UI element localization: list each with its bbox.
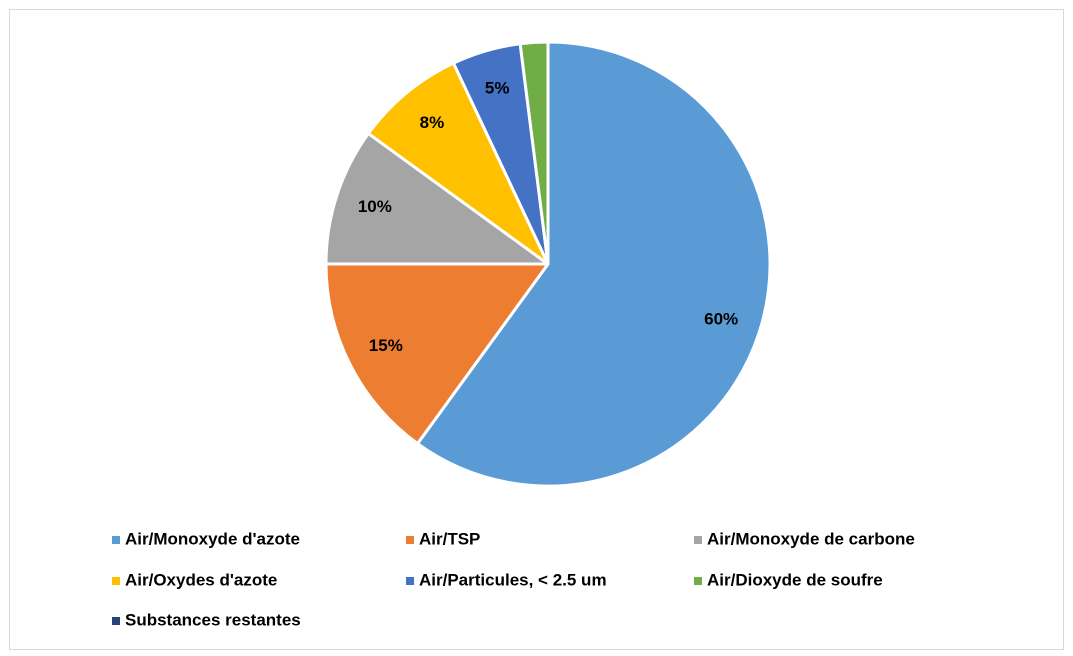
legend-swatch [112,617,120,625]
data-label: 60% [704,310,738,329]
legend-label: Air/Oxydes d'azote [125,570,277,589]
legend-label: Air/TSP [419,529,480,548]
legend-swatch [112,536,120,544]
legend-swatch [694,536,702,544]
legend-label: Air/Monoxyde de carbone [707,529,915,548]
legend-label: Air/Dioxyde de soufre [707,570,883,589]
legend-label: Air/Particules, < 2.5 um [419,570,607,589]
legend-label: Substances restantes [125,610,301,629]
legend-swatch [112,577,120,585]
legend-label: Air/Monoxyde d'azote [125,529,300,548]
pie-slice [324,262,550,446]
data-label: 15% [369,336,403,355]
data-label: 8% [420,113,445,132]
legend-swatch [406,577,414,585]
data-label: 5% [485,79,510,98]
pie-slice [324,132,550,266]
legend-swatch [406,536,414,544]
pie-slice [416,40,772,488]
data-label: 10% [358,197,392,216]
legend-swatch [694,577,702,585]
pie-slice [366,61,550,266]
